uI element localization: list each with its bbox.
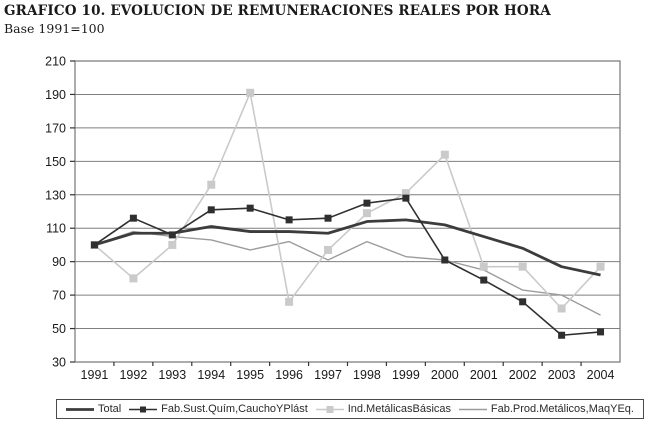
series-line-fab-prod-met-licos-maqyeq: [94, 230, 601, 316]
x-tick-label: 1992: [119, 368, 147, 382]
data-point-marker: [596, 262, 605, 271]
chart-title: GRAFICO 10. EVOLUCION DE REMUNERACIONES …: [4, 3, 551, 19]
x-tick-label: 1994: [197, 368, 225, 382]
series-line-fab-sust-qu-m-cauchoypl-st: [94, 197, 601, 336]
series-total: [94, 218, 601, 277]
data-point-marker: [401, 188, 410, 197]
x-tick-label: 1998: [353, 368, 381, 382]
data-point-marker: [479, 262, 488, 271]
y-tick-label: 90: [52, 255, 66, 269]
series-fab-sust-qu-m-cauchoypl-st: [90, 194, 605, 339]
x-tick-label: 1993: [158, 368, 186, 382]
legend-label: Total: [98, 403, 122, 415]
series-line-total: [94, 218, 601, 277]
data-point-marker: [558, 331, 566, 339]
data-point-marker: [90, 241, 98, 249]
data-point-marker: [441, 256, 449, 264]
x-tick-label: 1991: [81, 368, 109, 382]
chart-subtitle: Base 1991=100: [4, 20, 105, 36]
chart-header: GRAFICO 10. EVOLUCION DE REMUNERACIONES …: [0, 0, 660, 36]
x-tick-label: 2004: [587, 368, 615, 382]
y-tick-label: 210: [45, 54, 66, 68]
legend-line-sample: [458, 408, 487, 410]
data-point-marker: [518, 262, 527, 271]
data-point-marker: [597, 328, 605, 336]
data-point-marker: [168, 240, 177, 249]
legend-item-fab-prod-met-licos-maqyeq: Fab.Prod.Metálicos,MaqYEq.: [458, 403, 634, 415]
data-point-marker: [129, 274, 138, 283]
legend-item-total: Total: [66, 403, 121, 415]
data-point-marker: [168, 231, 176, 239]
data-point-marker: [440, 150, 449, 159]
x-tick-label: 1996: [275, 368, 303, 382]
y-tick-label: 130: [45, 188, 66, 202]
legend-label: Fab.Sust.Quím,CauchoYPlást: [161, 403, 308, 415]
y-tick-label: 110: [46, 222, 66, 236]
data-point-marker: [362, 209, 371, 218]
y-tick-label: 70: [52, 288, 66, 302]
data-point-marker: [324, 245, 333, 254]
x-tick-label: 2003: [548, 368, 576, 382]
legend-line-sample: [315, 405, 344, 413]
y-tick-label: 30: [52, 355, 66, 369]
y-tick-label: 190: [45, 88, 66, 102]
data-point-marker: [129, 214, 137, 222]
data-point-marker: [363, 199, 371, 207]
series-ind-met-licasb-sicas: [90, 88, 605, 313]
legend-line-sample: [129, 406, 158, 412]
legend-item-ind-met-licasb-sicas: Ind.MetálicasBásicas: [315, 403, 452, 415]
y-tick-label: 170: [45, 121, 66, 135]
legend-label: Ind.MetálicasBásicas: [347, 403, 452, 415]
series-fab-prod-met-licos-maqyeq: [94, 230, 601, 316]
x-tick-label: 1997: [314, 368, 342, 382]
data-point-marker: [246, 88, 255, 97]
data-point-marker: [402, 194, 410, 202]
x-axis: 1991 1992 1993 1994 1995 1996 1997 1998 1999 2000…: [81, 361, 615, 382]
y-axis: 30 50 70 90 110 130 150 170 190 210: [45, 54, 75, 369]
x-tick-label: 2001: [470, 368, 498, 382]
series-line-ind-met-licasb-sicas: [93, 91, 602, 310]
x-tick-label: 2002: [509, 368, 537, 382]
data-point-marker: [285, 216, 293, 224]
y-tick-label: 150: [45, 155, 66, 169]
y-tick-label: 50: [52, 322, 66, 336]
x-tick-label: 1999: [392, 368, 420, 382]
legend-label: Fab.Prod.Metálicos,MaqYEq.: [490, 403, 634, 415]
data-point-marker: [285, 297, 294, 306]
data-point-marker: [480, 276, 488, 284]
data-point-marker: [324, 214, 332, 222]
legend-line-sample: [66, 407, 94, 411]
x-tick-label: 2000: [431, 368, 459, 382]
data-point-marker: [557, 304, 566, 313]
data-point-marker: [207, 180, 216, 189]
data-point-marker: [207, 206, 215, 214]
chart-legend: Total Fab.Sust.Quím,CauchoYPlást Ind.Metál…: [56, 399, 644, 419]
data-point-marker: [519, 298, 527, 306]
legend-item-fab-sust-qu-m-cauchoypl-st: Fab.Sust.Quím,CauchoYPlást: [129, 403, 308, 415]
x-tick-label: 1995: [236, 368, 264, 382]
data-point-marker: [246, 204, 254, 212]
